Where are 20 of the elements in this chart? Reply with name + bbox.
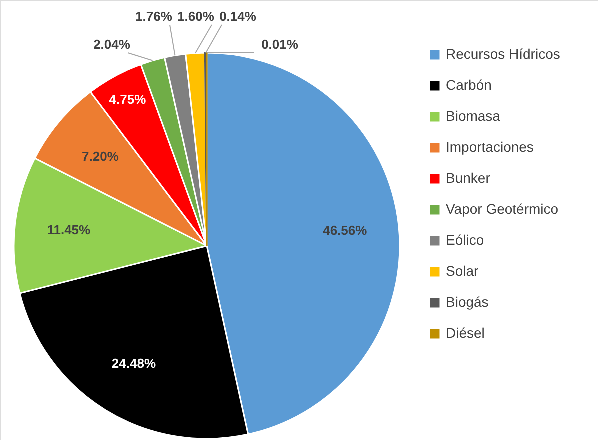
legend-label: Diésel xyxy=(446,325,485,341)
data-label: 11.45% xyxy=(47,222,92,238)
data-label: 7.20% xyxy=(82,148,120,164)
legend-label: Recursos Hídricos xyxy=(446,46,560,62)
data-label: 46.56% xyxy=(323,223,368,238)
legend-label: Vapor Geotérmico xyxy=(446,201,559,217)
data-label: 0.01% xyxy=(262,37,299,52)
data-label: 1.60% xyxy=(178,9,215,24)
data-label: 2.04% xyxy=(94,37,131,52)
legend-label: Biomasa xyxy=(446,108,501,124)
data-label: 4.75% xyxy=(109,92,147,108)
legend-label: Solar xyxy=(446,263,480,279)
legend-label: Eólico xyxy=(446,232,484,248)
legend-label: Importaciones xyxy=(446,139,534,155)
data-label: 1.76% xyxy=(136,9,173,24)
legend-label: Bunker xyxy=(446,170,491,186)
legend-label: Biogás xyxy=(446,294,489,310)
legend-label: Carbón xyxy=(446,77,492,93)
data-label: 0.14% xyxy=(220,9,257,24)
data-label: 24.48% xyxy=(112,356,156,372)
